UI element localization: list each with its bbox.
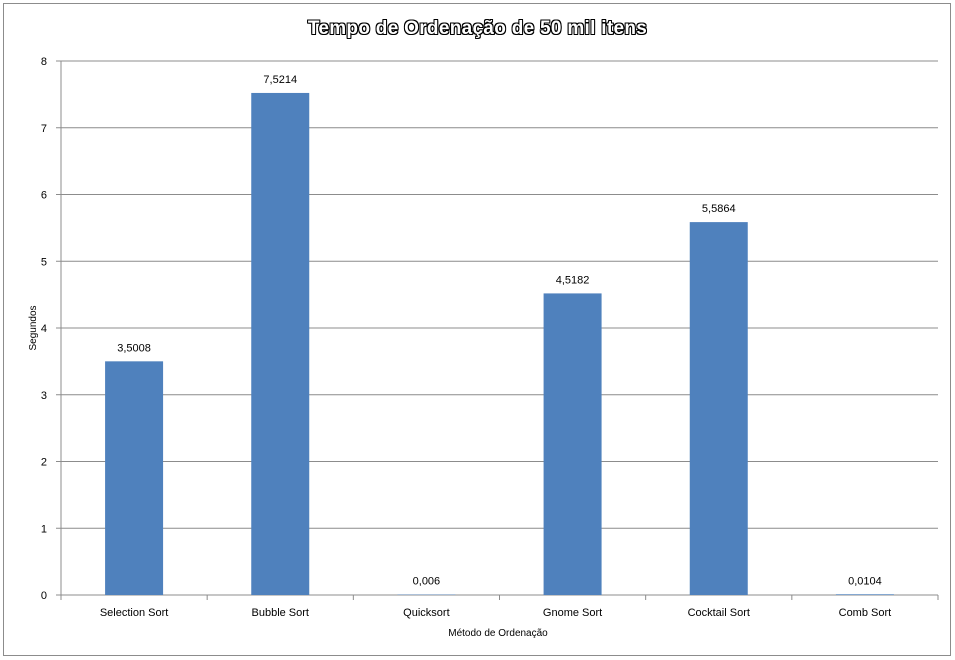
y-tick-label: 4: [41, 323, 47, 335]
y-tick-label: 0: [41, 590, 47, 602]
y-tick-label: 1: [41, 523, 47, 535]
y-tick-label: 5: [41, 256, 47, 268]
data-label: 3,5008: [117, 342, 151, 354]
data-label: 7,5214: [263, 74, 297, 86]
y-axis-title: Segundos: [28, 305, 39, 350]
bar: [105, 361, 164, 595]
y-tick-label: 6: [41, 190, 47, 202]
labels: 0 1 2 3 4 5 6 7 8 3,5008 Selection Sort 7,5214 Bubbl…: [41, 56, 891, 619]
category-label: Quicksort: [403, 607, 449, 619]
y-tick-label: 7: [41, 123, 47, 135]
x-axis-title: Método de Ordenação: [448, 628, 548, 639]
y-tick-label: 3: [41, 390, 47, 402]
data-label: 0,006: [413, 576, 441, 588]
category-label: Bubble Sort: [252, 607, 309, 619]
bars: [105, 92, 894, 596]
data-label: 5,5864: [702, 203, 736, 215]
chart-title: Tempo de Ordenação de 50 mil itens: [307, 18, 648, 39]
category-label: Cocktail Sort: [688, 607, 750, 619]
gridlines: [61, 60, 938, 529]
axes: [56, 60, 939, 600]
data-label: 0,0104: [848, 575, 882, 587]
bar: [543, 293, 602, 595]
data-label: 4,5182: [556, 274, 590, 286]
category-label: Gnome Sort: [543, 607, 602, 619]
bar: [251, 92, 310, 596]
bar: [689, 222, 748, 596]
bar: [835, 594, 894, 595]
y-tick-label: 2: [41, 457, 47, 469]
category-label: Selection Sort: [100, 607, 168, 619]
y-tick-label: 8: [41, 56, 47, 68]
category-label: Comb Sort: [839, 607, 892, 619]
